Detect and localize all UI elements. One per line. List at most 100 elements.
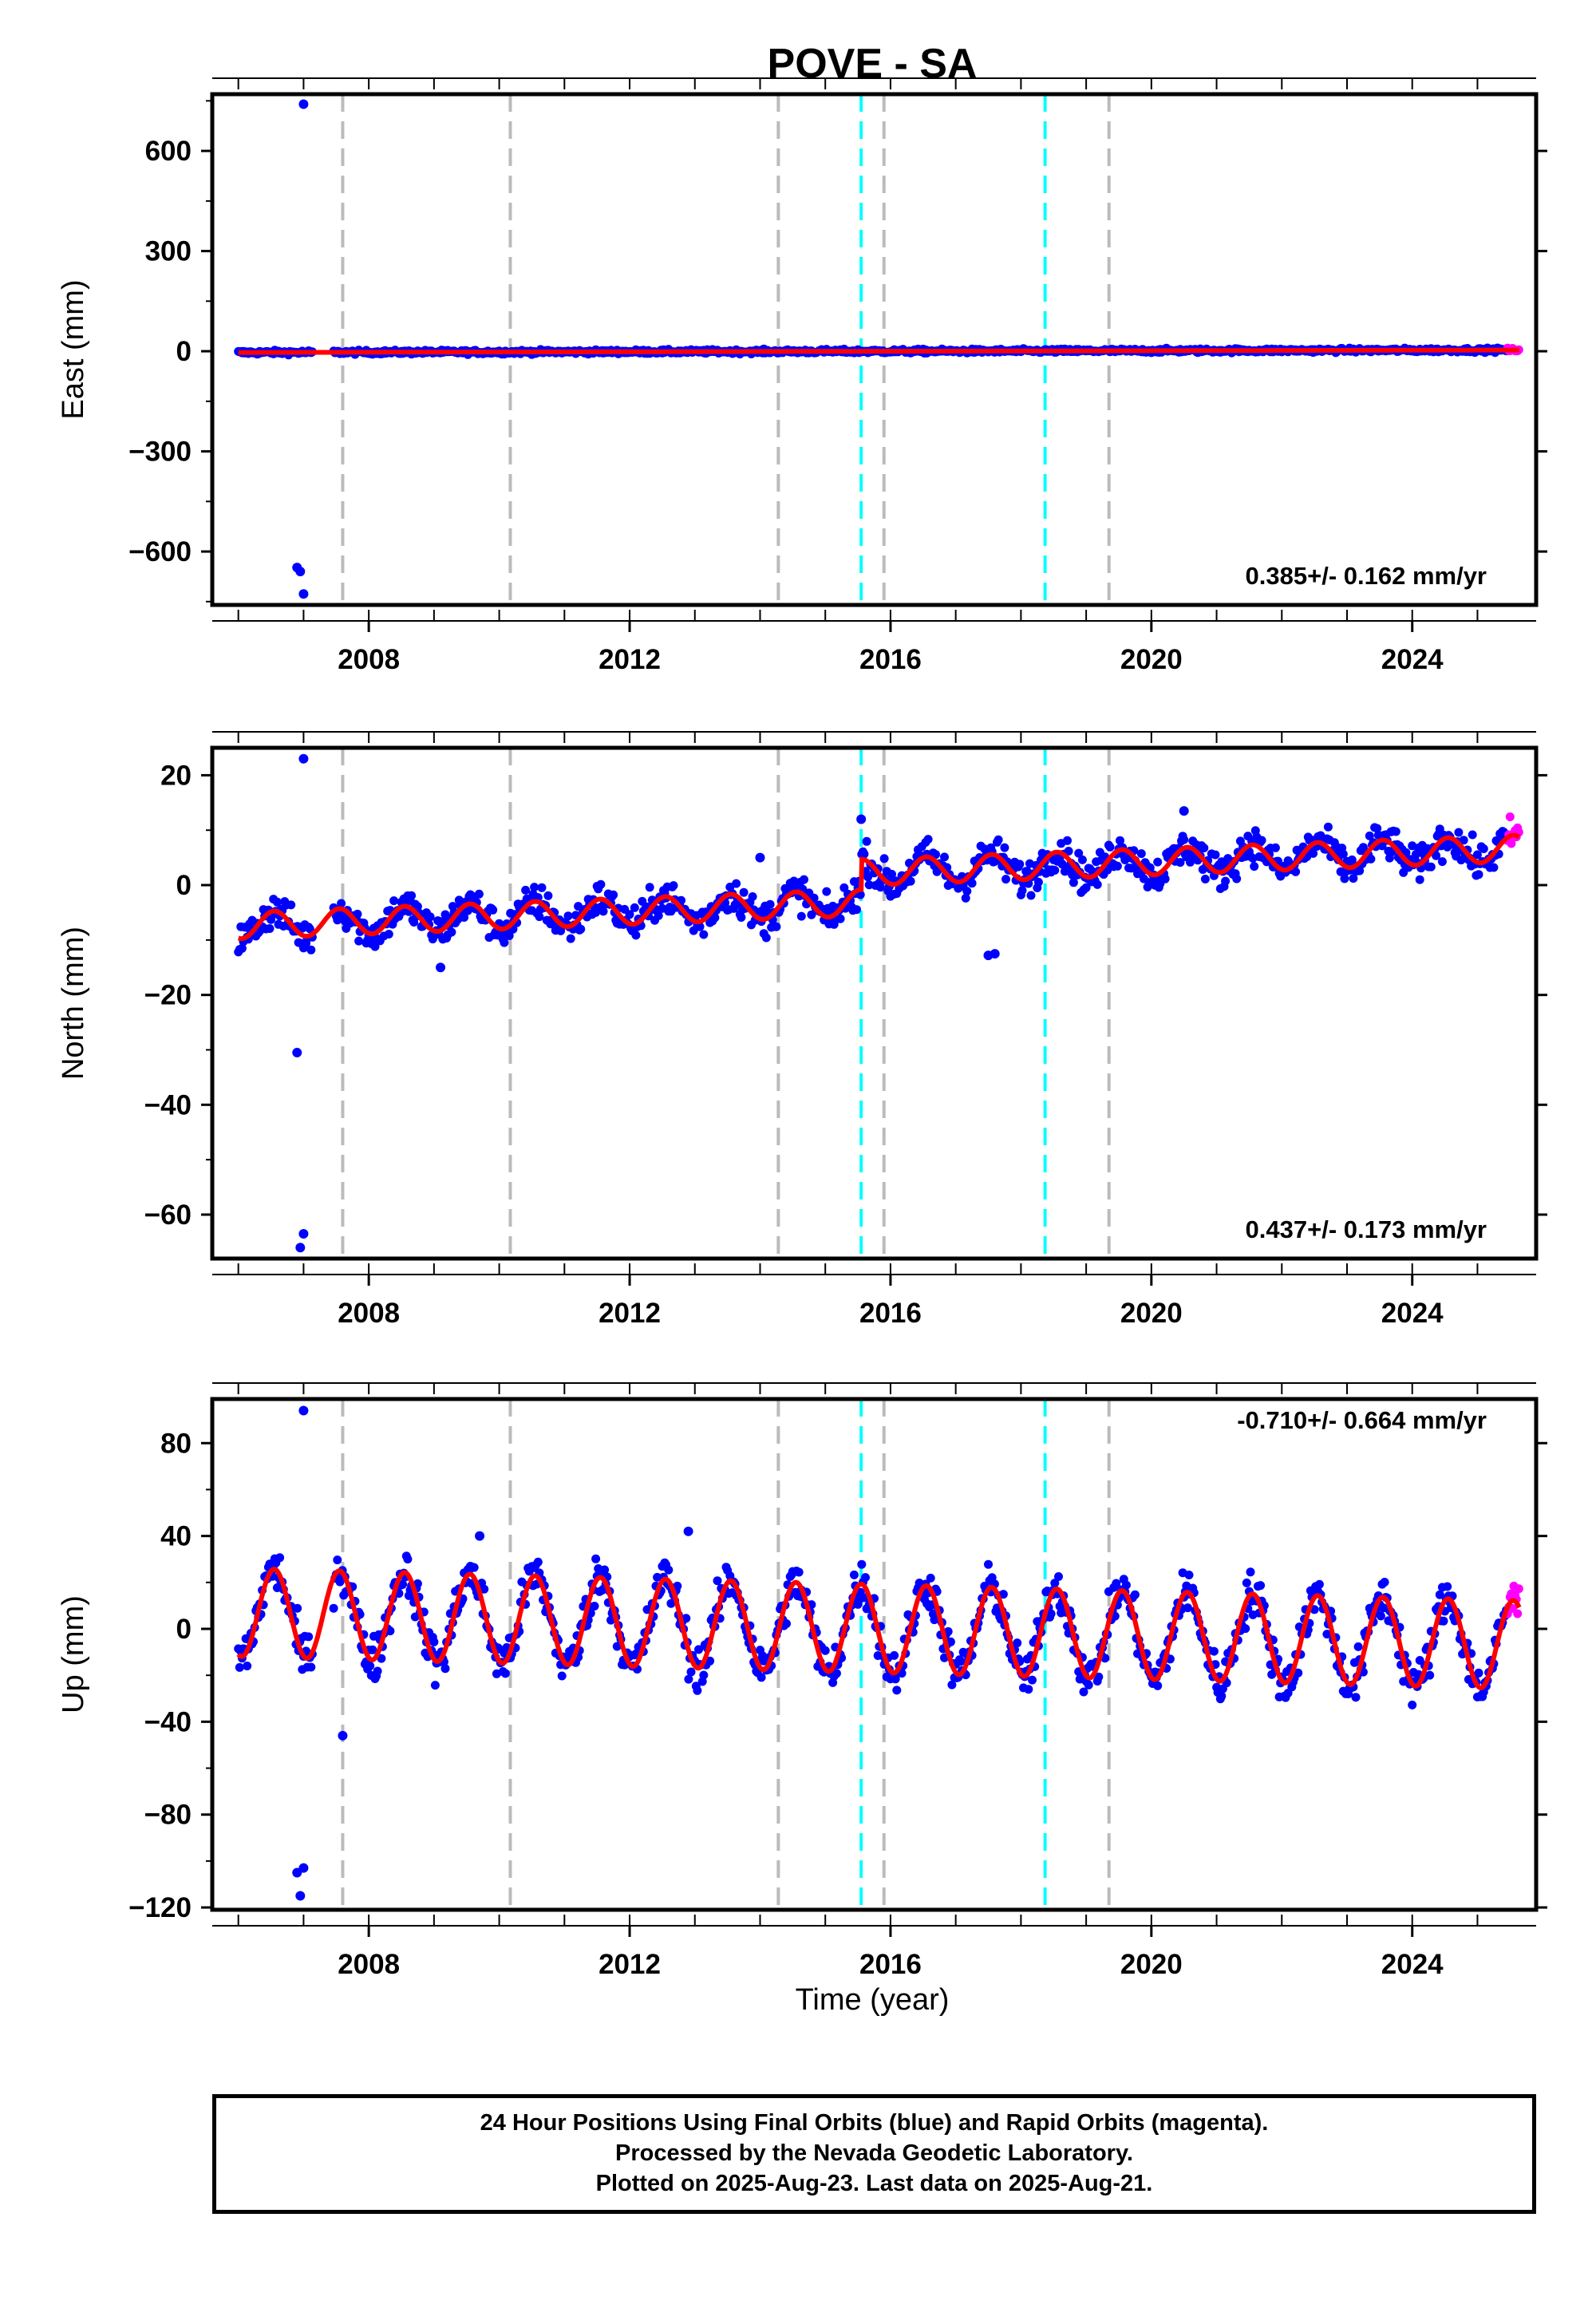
final-point — [1246, 1567, 1255, 1577]
outlier-point — [295, 567, 306, 577]
final-point — [1064, 847, 1073, 856]
rapid-point — [1505, 812, 1515, 821]
panel-2: 20 0 −20 −40 −60 2008 2012 2016 2020 2024 North (m… — [57, 731, 1547, 1329]
final-point — [1084, 1680, 1093, 1690]
final-point — [923, 835, 933, 844]
final-point — [1351, 1693, 1361, 1702]
outlier-point — [338, 1730, 348, 1741]
rapid-point — [1514, 1584, 1523, 1594]
final-point — [695, 922, 705, 931]
final-point — [389, 896, 399, 906]
footer-info-box: 24 Hour Positions Using Final Orbits (bl… — [212, 2094, 1536, 2214]
final-point — [1380, 1578, 1389, 1587]
final-point — [686, 1667, 696, 1677]
x-tick-label: 2008 — [338, 1298, 400, 1329]
final-point — [1250, 862, 1259, 871]
final-point — [1415, 875, 1424, 884]
final-point — [353, 909, 362, 919]
final-point — [1479, 844, 1488, 853]
final-point — [1309, 848, 1318, 858]
final-point — [630, 903, 639, 912]
y-tick-label: 0 — [176, 870, 192, 901]
final-point — [1355, 866, 1365, 875]
final-point — [576, 924, 586, 934]
outlier-point — [298, 589, 309, 599]
final-point — [533, 1557, 543, 1567]
final-point — [1024, 1685, 1033, 1694]
final-point — [306, 1662, 316, 1672]
final-point — [1353, 1642, 1363, 1651]
final-point — [642, 1605, 652, 1614]
final-point — [368, 1645, 377, 1654]
final-point — [713, 1576, 722, 1586]
final-point — [1074, 848, 1084, 858]
data-points — [234, 1405, 1523, 1901]
final-point — [836, 914, 845, 923]
final-point — [337, 899, 346, 908]
final-point — [521, 885, 531, 895]
final-point — [879, 854, 889, 864]
outlier-point — [295, 1891, 306, 1901]
y-tick-label: −80 — [144, 1800, 192, 1831]
final-point — [1256, 1581, 1266, 1591]
final-point — [961, 893, 970, 903]
final-point — [370, 942, 380, 951]
final-point — [890, 1650, 899, 1660]
outlier-point — [683, 1526, 693, 1536]
final-point — [1130, 1590, 1140, 1599]
chart-title: POVE - SA — [768, 41, 978, 87]
final-point — [235, 1662, 244, 1672]
rate-label: -0.710+/- 0.664 mm/yr — [1237, 1406, 1487, 1434]
final-point — [1232, 874, 1242, 883]
final-point — [1468, 830, 1477, 840]
final-point — [1489, 863, 1499, 872]
final-point — [1069, 878, 1078, 887]
final-point — [820, 1646, 830, 1655]
final-point — [1338, 849, 1348, 859]
x-tick-label: 2012 — [598, 644, 661, 675]
final-point — [304, 1632, 314, 1642]
final-point — [1242, 1578, 1251, 1587]
final-point — [504, 931, 514, 940]
final-point — [1153, 857, 1163, 867]
outlier-point — [755, 852, 765, 863]
final-point — [1028, 1675, 1037, 1685]
data-points — [234, 753, 1523, 1253]
final-point — [1017, 886, 1027, 895]
outlier-point — [298, 1229, 309, 1239]
x-tick-label: 2008 — [338, 644, 400, 675]
final-point — [892, 1686, 902, 1695]
final-point — [1001, 875, 1010, 884]
outlier-point — [298, 1863, 309, 1873]
panel-3: 80 40 0 −40 −80 −120 2008 2012 2016 2020 2024 Up (m… — [57, 1382, 1547, 1980]
final-point — [1408, 1700, 1417, 1709]
final-point — [962, 887, 972, 896]
final-point — [664, 1565, 674, 1575]
final-point — [429, 1637, 439, 1646]
outlier-point — [856, 814, 867, 824]
final-point — [862, 836, 871, 846]
final-point — [737, 913, 746, 922]
y-tick-label: 300 — [145, 236, 192, 267]
final-point — [329, 1603, 338, 1613]
final-point — [600, 1565, 610, 1575]
y-tick-label: −120 — [128, 1892, 192, 1923]
x-tick-label: 2024 — [1381, 644, 1444, 675]
x-tick-label: 2020 — [1120, 1298, 1183, 1329]
final-point — [1000, 843, 1009, 852]
final-point — [699, 930, 709, 939]
x-tick-label: 2020 — [1120, 1949, 1183, 1980]
final-point — [243, 1662, 252, 1670]
footer-line-3: Plotted on 2025-Aug-23. Last data on 202… — [595, 2171, 1153, 2196]
final-point — [1257, 836, 1266, 845]
final-point — [474, 889, 484, 899]
y-tick-label: 0 — [176, 336, 192, 367]
final-point — [739, 887, 749, 897]
final-point — [1200, 875, 1210, 883]
final-point — [748, 892, 757, 901]
final-point — [535, 912, 544, 922]
final-point — [1033, 877, 1043, 887]
final-point — [631, 931, 641, 940]
final-point — [669, 881, 678, 891]
